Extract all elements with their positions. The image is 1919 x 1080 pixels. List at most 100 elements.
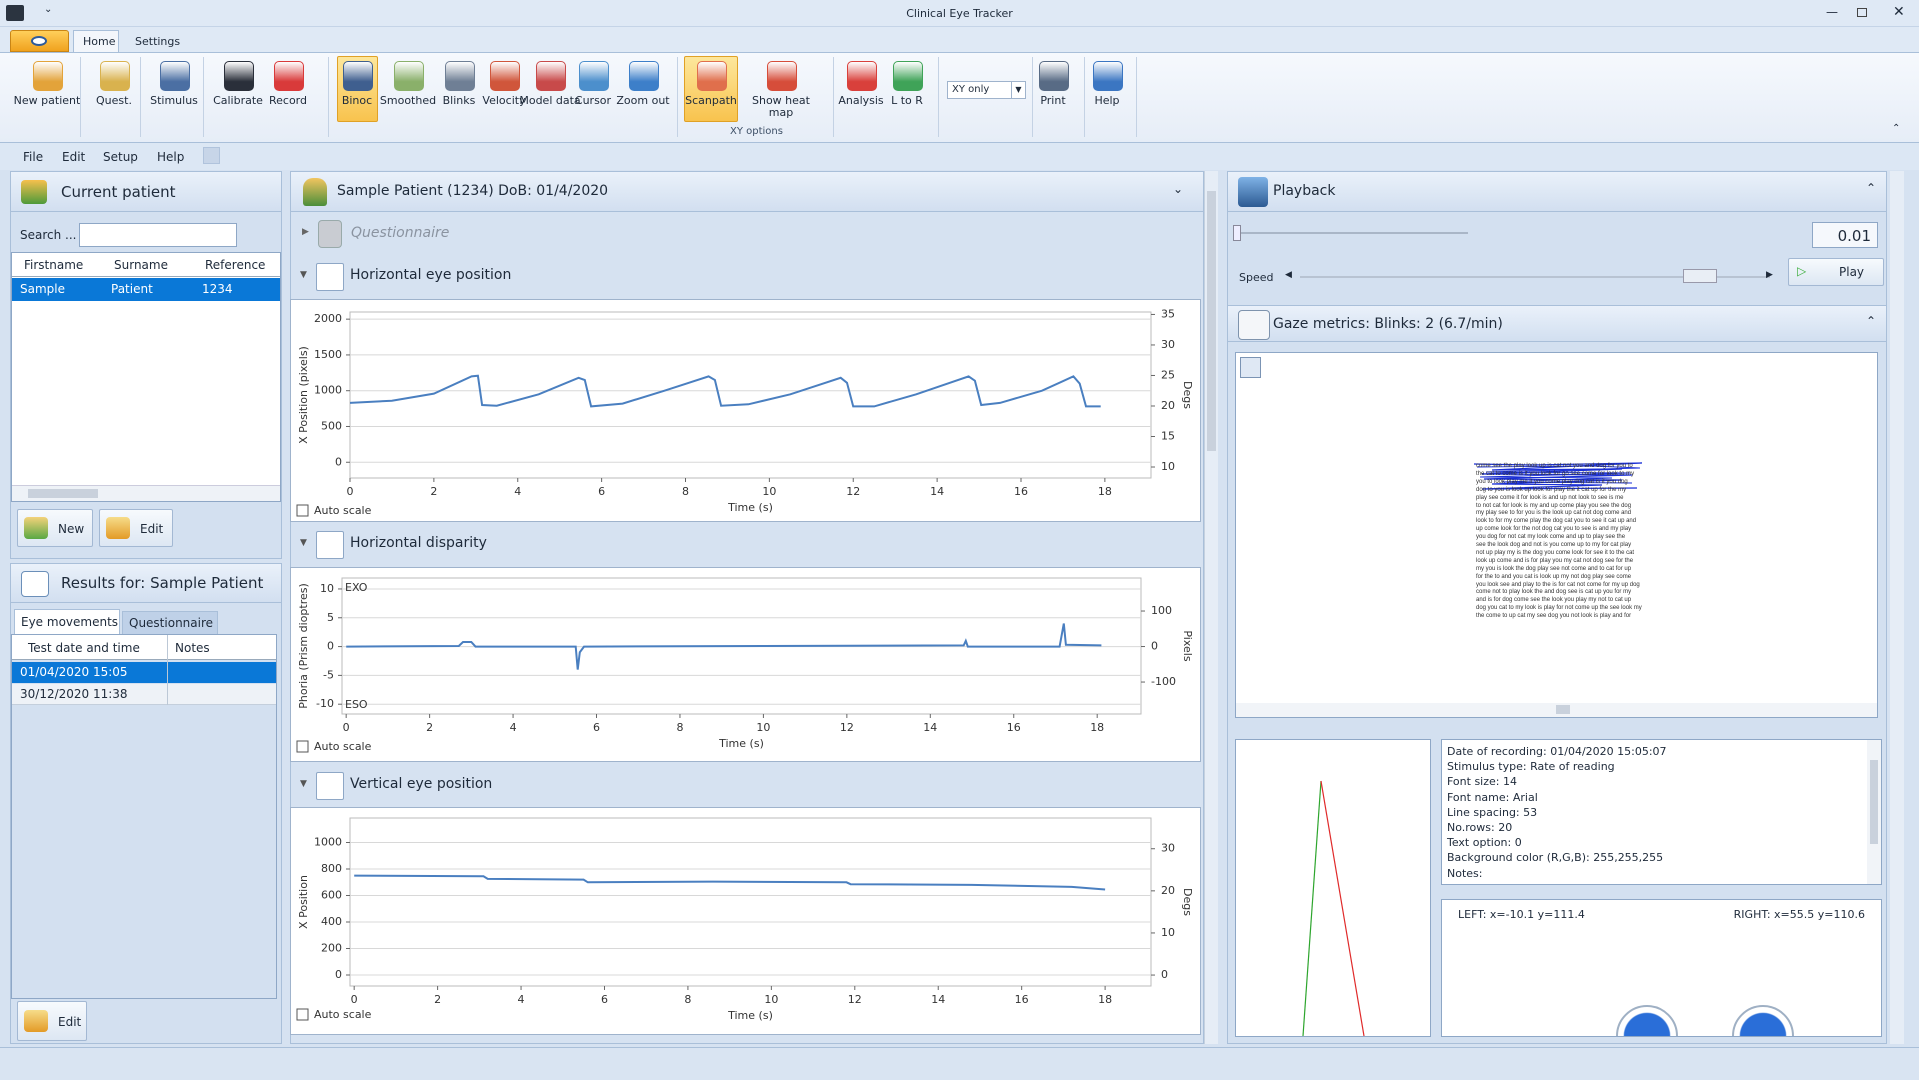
x-tick-label: 18 bbox=[1090, 721, 1104, 734]
questionnaire-section[interactable]: Questionnaire bbox=[351, 225, 450, 241]
collapse-button[interactable]: ⌃ bbox=[1866, 314, 1877, 328]
collapse-ribbon[interactable]: ⌃ bbox=[1892, 123, 1901, 134]
settings-tab[interactable]: Settings bbox=[128, 30, 184, 52]
ribbon-button[interactable]: New patient bbox=[12, 57, 82, 137]
collapse-button[interactable]: ⌃ bbox=[1866, 181, 1877, 195]
home-tab[interactable]: Home bbox=[73, 30, 119, 53]
info-line: Line spacing: 53 bbox=[1447, 805, 1538, 819]
cell: Sample bbox=[20, 282, 65, 296]
speed-left[interactable]: ◀ bbox=[1285, 270, 1292, 280]
auto-scale-checkbox[interactable] bbox=[296, 1008, 309, 1021]
cell: 30/12/2020 11:38 bbox=[20, 687, 128, 701]
ribbon-button[interactable]: Print bbox=[1018, 57, 1088, 137]
dropdown-arrow[interactable]: ▼ bbox=[1011, 82, 1025, 98]
ribbon-button[interactable]: Model data bbox=[515, 57, 585, 137]
button-icon bbox=[100, 61, 130, 91]
play-button[interactable]: ▷ Play bbox=[1788, 258, 1884, 286]
ribbon-button[interactable]: Quest. bbox=[79, 57, 149, 137]
menu-item[interactable]: Edit bbox=[62, 150, 86, 164]
ribbon-button[interactable]: Blinks bbox=[424, 57, 494, 137]
ribbon-button[interactable]: Record bbox=[253, 57, 323, 137]
menu-item[interactable]: File bbox=[23, 150, 44, 164]
column-header[interactable]: Notes bbox=[175, 641, 210, 655]
ribbon-button[interactable]: Analysis bbox=[826, 57, 896, 137]
auto-scale-checkbox[interactable] bbox=[296, 740, 309, 753]
auto-scale-checkbox[interactable] bbox=[296, 504, 309, 517]
button-label: Velocity bbox=[482, 94, 526, 107]
scroll-thumb[interactable] bbox=[28, 489, 98, 498]
playback-icon bbox=[1238, 177, 1268, 207]
menu-item[interactable]: Help bbox=[157, 150, 185, 164]
tab[interactable]: Questionnaire bbox=[122, 611, 218, 634]
button-label: Calibrate bbox=[213, 94, 263, 107]
scroll-thumb[interactable] bbox=[1207, 191, 1216, 451]
column-header[interactable]: Surname bbox=[114, 258, 168, 272]
column-header[interactable]: Reference bbox=[205, 258, 266, 272]
maximize-button[interactable] bbox=[1857, 8, 1867, 17]
section-header[interactable]: Horizontal eye position bbox=[350, 267, 512, 283]
chart-background bbox=[290, 299, 1201, 522]
ribbon-button[interactable]: Help bbox=[1072, 57, 1142, 137]
reading-line: you to look play me it you come play dog… bbox=[1476, 478, 1628, 485]
quick-access[interactable]: ⌄ bbox=[44, 4, 53, 15]
panel-header: Current patient bbox=[11, 172, 281, 212]
ribbon-button[interactable]: Scanpath bbox=[676, 57, 746, 137]
v-scrollbar[interactable] bbox=[1890, 171, 1904, 1044]
x-tick-label: 12 bbox=[846, 485, 860, 498]
ribbon-button[interactable]: L to R bbox=[872, 57, 942, 137]
speed-right[interactable]: ▶ bbox=[1766, 270, 1773, 280]
v-scrollbar[interactable] bbox=[1204, 171, 1218, 1044]
column-header[interactable]: Firstname bbox=[24, 258, 84, 272]
view-dropdown[interactable]: XY only ▼ bbox=[947, 81, 1026, 99]
v-scrollbar[interactable] bbox=[1867, 740, 1881, 884]
zoom-button[interactable] bbox=[1240, 357, 1261, 378]
table-row[interactable]: 01/04/2020 15:05 bbox=[12, 662, 276, 683]
ribbon-button[interactable]: Binoc bbox=[322, 57, 392, 137]
app-menu-button[interactable] bbox=[10, 30, 69, 52]
expand-arrow[interactable]: ▶ bbox=[302, 227, 309, 237]
menu-extra[interactable] bbox=[203, 147, 220, 164]
new-button[interactable]: New bbox=[17, 509, 93, 547]
section-header[interactable]: Horizontal disparity bbox=[350, 535, 487, 551]
edit-button[interactable]: Edit bbox=[99, 509, 173, 547]
ribbon-button[interactable]: Zoom out bbox=[608, 57, 678, 137]
section-header[interactable]: Vertical eye position bbox=[350, 776, 493, 792]
ribbon-button[interactable]: Smoothed bbox=[373, 57, 443, 137]
ribbon-button[interactable]: Show heat map bbox=[746, 57, 816, 137]
speed-track[interactable] bbox=[1300, 276, 1770, 278]
reading-line: my play see to for you is the look up ca… bbox=[1476, 510, 1632, 517]
minimize-button[interactable]: — bbox=[1826, 5, 1838, 19]
table-row[interactable]: Sample Patient 1234 bbox=[12, 278, 280, 301]
search-input[interactable] bbox=[79, 223, 237, 247]
scroll-thumb[interactable] bbox=[1556, 705, 1570, 714]
position-thumb[interactable] bbox=[1233, 225, 1241, 241]
tab-active[interactable]: Eye movements bbox=[14, 609, 120, 634]
menu-item[interactable]: Setup bbox=[103, 150, 138, 164]
button-label: Smoothed bbox=[379, 94, 437, 107]
position-track[interactable] bbox=[1238, 232, 1468, 234]
x-tick-label: 10 bbox=[756, 721, 770, 734]
speed-thumb[interactable] bbox=[1683, 269, 1717, 283]
info-line: Date of recording: 01/04/2020 15:05:07 bbox=[1447, 745, 1667, 758]
button-icon bbox=[394, 61, 424, 91]
right-eye-text: RIGHT: x=55.5 y=110.6 bbox=[1733, 908, 1865, 921]
position-field[interactable]: 0.01 bbox=[1812, 222, 1878, 248]
ribbon-button[interactable]: Velocity bbox=[469, 57, 539, 137]
h-scrollbar[interactable] bbox=[1236, 703, 1877, 717]
edit-button[interactable]: Edit bbox=[17, 1001, 87, 1041]
y2-tick-label: 35 bbox=[1161, 307, 1175, 320]
auto-scale-label: Auto scale bbox=[314, 1008, 372, 1021]
y-tick-label: 500 bbox=[321, 419, 342, 432]
ribbon-button[interactable]: Calibrate bbox=[203, 57, 273, 137]
h-scrollbar[interactable] bbox=[12, 485, 280, 501]
title-bar: ⌄ Clinical Eye Tracker — ✕ bbox=[0, 0, 1919, 27]
reading-line: look to for my come play the dog cat you… bbox=[1476, 518, 1637, 525]
play-glyph: ▷ bbox=[1797, 264, 1807, 278]
collapse-button[interactable]: ⌄ bbox=[1173, 182, 1184, 196]
column-header[interactable]: Test date and time bbox=[28, 641, 140, 655]
scroll-thumb[interactable] bbox=[1870, 760, 1878, 844]
close-button[interactable]: ✕ bbox=[1893, 4, 1905, 20]
table-row[interactable]: 30/12/2020 11:38 bbox=[12, 684, 276, 705]
ribbon-button[interactable]: Cursor bbox=[558, 57, 628, 137]
ribbon-button[interactable]: Stimulus bbox=[139, 57, 209, 137]
